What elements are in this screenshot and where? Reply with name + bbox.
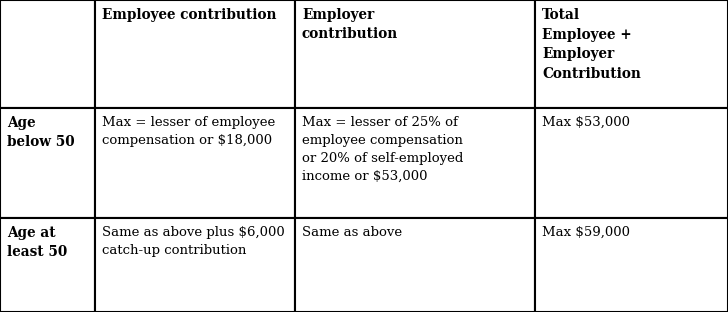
Bar [95,108,295,218]
Text: Total
Employee +
Employer
Contribution: Total Employee + Employer Contribution [542,8,641,80]
Bar [535,0,728,108]
Bar [0,0,95,108]
Bar [535,218,728,312]
Bar [0,218,95,312]
Text: Max $59,000: Max $59,000 [542,226,630,239]
Bar [95,0,295,108]
Bar [535,108,728,218]
Text: Max = lesser of employee
compensation or $18,000: Max = lesser of employee compensation or… [102,116,275,147]
Bar [295,218,535,312]
Text: Max = lesser of 25% of
employee compensation
or 20% of self-employed
income or $: Max = lesser of 25% of employee compensa… [302,116,464,183]
Text: Employer
contribution: Employer contribution [302,8,398,41]
Text: Age at
least 50: Age at least 50 [7,226,67,260]
Bar [295,108,535,218]
Bar [95,218,295,312]
Text: Same as above: Same as above [302,226,402,239]
Text: Same as above plus $6,000
catch-up contribution: Same as above plus $6,000 catch-up contr… [102,226,285,257]
Text: Employee contribution: Employee contribution [102,8,277,22]
Bar [0,108,95,218]
Text: Age
below 50: Age below 50 [7,116,75,149]
Bar [295,0,535,108]
Text: Max $53,000: Max $53,000 [542,116,630,129]
